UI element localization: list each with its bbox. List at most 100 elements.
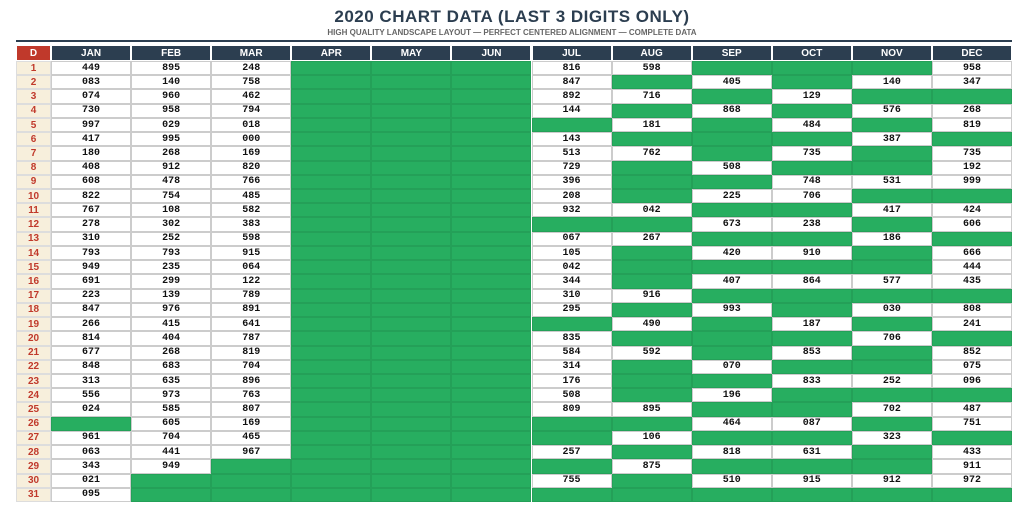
value-cell: 677 (51, 345, 132, 360)
value-cell: 967 (211, 445, 292, 460)
day-cell: 25 (16, 402, 51, 417)
empty-cell (371, 473, 452, 488)
value-cell: 911 (931, 459, 1012, 474)
empty-cell (371, 430, 452, 446)
value-cell: 895 (131, 61, 212, 76)
empty-cell (451, 203, 532, 218)
value-cell: 960 (131, 89, 212, 104)
empty-cell (771, 203, 852, 218)
empty-cell (931, 189, 1012, 204)
value-cell: 895 (611, 402, 692, 417)
day-cell: 8 (16, 160, 51, 175)
value-cell: 794 (211, 103, 292, 118)
empty-cell (291, 260, 372, 275)
empty-cell (611, 132, 692, 147)
empty-cell (611, 245, 692, 261)
empty-cell (611, 189, 692, 204)
empty-cell (851, 416, 932, 431)
value-cell: 067 (531, 231, 612, 246)
empty-cell (611, 445, 692, 460)
value-cell: 106 (611, 430, 692, 446)
value-cell: 949 (131, 459, 212, 474)
value-cell: 063 (51, 445, 132, 460)
value-cell: 808 (931, 302, 1012, 318)
day-cell: 9 (16, 174, 51, 190)
empty-cell (371, 317, 452, 332)
empty-cell (291, 103, 372, 118)
value-cell: 248 (211, 61, 292, 76)
value-cell: 225 (691, 189, 772, 204)
empty-cell (611, 487, 692, 502)
value-cell: 763 (211, 388, 292, 403)
day-cell: 24 (16, 388, 51, 403)
value-cell: 075 (931, 359, 1012, 374)
empty-cell (931, 231, 1012, 246)
value-cell: 598 (211, 231, 292, 246)
empty-cell (451, 445, 532, 460)
empty-cell (291, 174, 372, 190)
value-cell: 302 (131, 217, 212, 232)
value-cell: 531 (851, 174, 932, 190)
value-cell: 820 (211, 160, 292, 175)
empty-cell (531, 430, 612, 446)
empty-cell (531, 317, 612, 332)
value-cell: 484 (771, 117, 852, 133)
value-cell: 252 (851, 373, 932, 389)
empty-cell (291, 189, 372, 204)
value-cell: 299 (131, 274, 212, 289)
value-cell: 464 (691, 416, 772, 431)
value-cell: 864 (771, 274, 852, 289)
value-cell: 997 (51, 117, 132, 133)
empty-cell (611, 302, 692, 318)
value-cell: 083 (51, 75, 132, 90)
empty-cell (291, 402, 372, 417)
empty-cell (291, 231, 372, 246)
empty-cell (291, 61, 372, 76)
value-cell: 915 (211, 245, 292, 261)
day-cell: 6 (16, 132, 51, 147)
value-cell: 487 (931, 402, 1012, 417)
empty-cell (291, 274, 372, 289)
column-header: SEP (691, 45, 772, 61)
value-cell: 396 (531, 174, 612, 190)
empty-cell (691, 373, 772, 389)
empty-cell (131, 473, 212, 488)
empty-cell (451, 189, 532, 204)
empty-cell (691, 132, 772, 147)
empty-cell (691, 89, 772, 104)
value-cell: 973 (131, 388, 212, 403)
empty-cell (531, 117, 612, 133)
value-cell: 417 (851, 203, 932, 218)
value-cell: 577 (851, 274, 932, 289)
value-cell: 666 (931, 245, 1012, 261)
column-header: APR (291, 45, 372, 61)
empty-cell (451, 61, 532, 76)
day-cell: 29 (16, 459, 51, 474)
value-cell: 268 (131, 146, 212, 161)
day-cell: 31 (16, 487, 51, 502)
column-header: MAY (371, 45, 452, 61)
empty-cell (371, 487, 452, 502)
value-cell: 257 (531, 445, 612, 460)
empty-cell (771, 160, 852, 175)
column-header: JUN (451, 45, 532, 61)
rule (16, 40, 1012, 42)
empty-cell (451, 245, 532, 261)
empty-cell (451, 132, 532, 147)
empty-cell (451, 103, 532, 118)
value-cell: 465 (211, 430, 292, 446)
empty-cell (291, 416, 372, 431)
value-cell: 266 (51, 317, 132, 332)
empty-cell (851, 260, 932, 275)
day-cell: 4 (16, 103, 51, 118)
value-cell: 706 (771, 189, 852, 204)
empty-cell (691, 430, 772, 446)
empty-cell (771, 260, 852, 275)
value-cell: 508 (691, 160, 772, 175)
empty-cell (851, 445, 932, 460)
value-cell: 417 (51, 132, 132, 147)
value-cell: 508 (531, 388, 612, 403)
empty-cell (611, 174, 692, 190)
value-cell: 095 (51, 487, 132, 502)
value-cell: 268 (931, 103, 1012, 118)
